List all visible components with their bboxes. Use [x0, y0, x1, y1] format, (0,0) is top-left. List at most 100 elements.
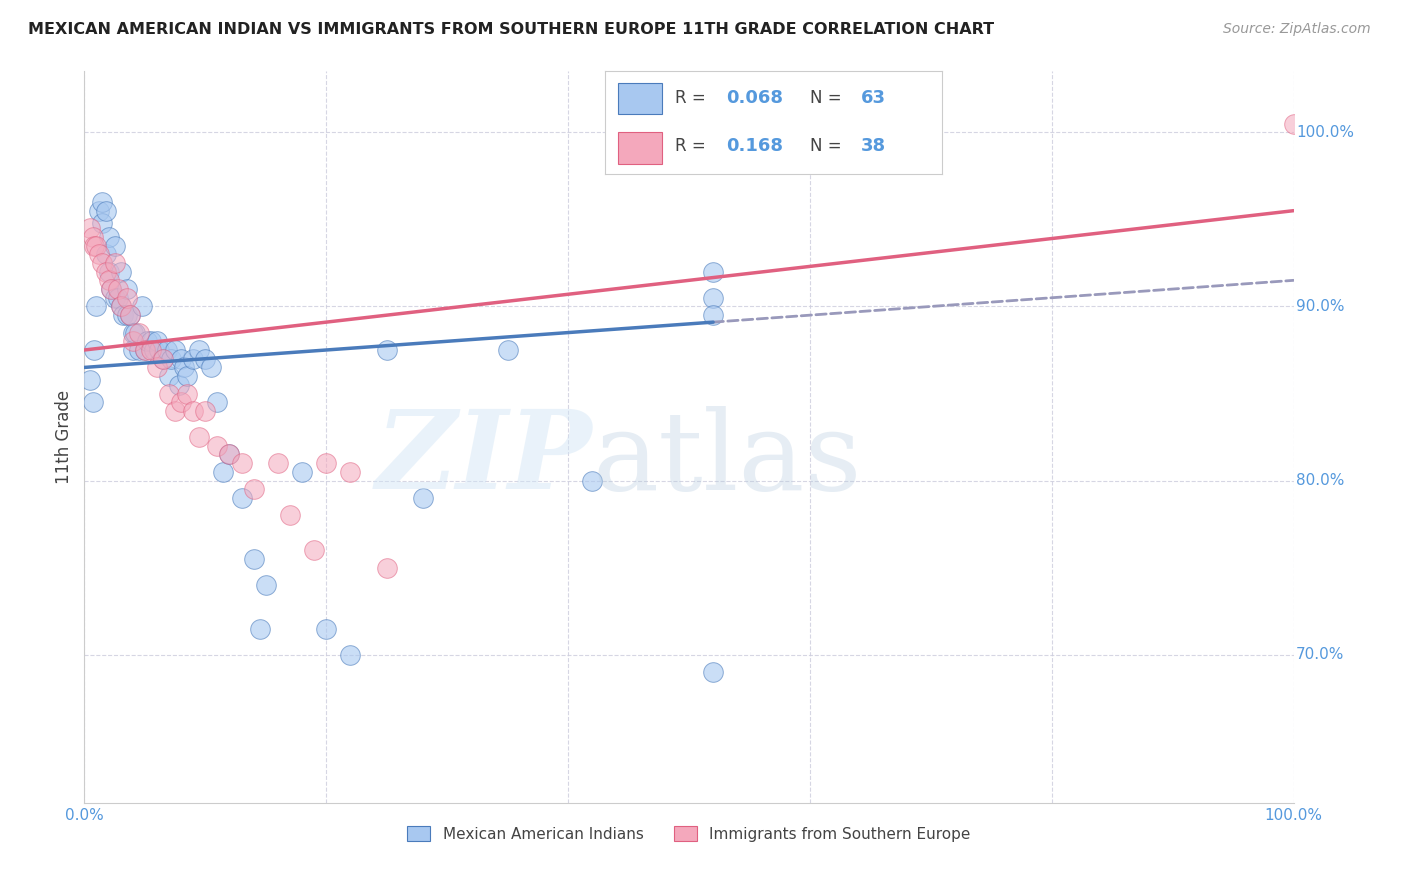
- Point: [94, 247, 117, 261]
- Point: [121, 334, 143, 349]
- Point: [173, 360, 195, 375]
- Point: [110, 265, 132, 279]
- Point: [115, 282, 138, 296]
- Text: 70.0%: 70.0%: [1296, 648, 1344, 662]
- Point: [702, 308, 724, 322]
- Point: [115, 308, 138, 322]
- Point: [702, 665, 724, 680]
- Point: [170, 395, 193, 409]
- Point: [207, 395, 229, 409]
- Point: [139, 334, 162, 349]
- Text: 100.0%: 100.0%: [1296, 125, 1354, 140]
- Point: [181, 404, 204, 418]
- Point: [157, 386, 180, 401]
- Point: [212, 465, 235, 479]
- Point: [148, 343, 170, 357]
- Point: [121, 343, 143, 357]
- Point: [218, 448, 240, 462]
- Point: [82, 229, 104, 244]
- Point: [124, 326, 146, 340]
- Point: [134, 343, 156, 357]
- Text: atlas: atlas: [592, 406, 862, 513]
- Point: [375, 560, 398, 574]
- Point: [91, 194, 114, 209]
- Point: [339, 648, 361, 662]
- Point: [155, 343, 177, 357]
- Point: [160, 351, 183, 366]
- Point: [97, 265, 120, 279]
- Point: [100, 282, 122, 296]
- Point: [188, 430, 211, 444]
- Point: [128, 326, 150, 340]
- Point: [104, 238, 127, 252]
- Point: [152, 351, 174, 366]
- Point: [110, 300, 132, 314]
- Legend: Mexican American Indians, Immigrants from Southern Europe: Mexican American Indians, Immigrants fro…: [402, 822, 976, 847]
- Point: [176, 369, 198, 384]
- Point: [82, 395, 104, 409]
- Point: [115, 291, 138, 305]
- Point: [167, 377, 190, 392]
- Text: N =: N =: [810, 136, 848, 154]
- Point: [100, 282, 122, 296]
- Point: [702, 291, 724, 305]
- Text: 90.0%: 90.0%: [1296, 299, 1344, 314]
- Point: [94, 265, 117, 279]
- Text: 0.168: 0.168: [725, 136, 783, 154]
- Point: [496, 343, 519, 357]
- Point: [143, 343, 166, 357]
- Point: [136, 334, 159, 349]
- Point: [91, 216, 114, 230]
- Point: [157, 369, 180, 384]
- Point: [121, 326, 143, 340]
- Text: N =: N =: [810, 88, 848, 106]
- Point: [581, 474, 603, 488]
- Point: [375, 343, 398, 357]
- Point: [146, 334, 169, 349]
- Point: [131, 300, 153, 314]
- Point: [83, 343, 105, 357]
- Text: Source: ZipAtlas.com: Source: ZipAtlas.com: [1223, 22, 1371, 37]
- Point: [702, 265, 724, 279]
- Point: [120, 308, 142, 322]
- Point: [231, 491, 253, 505]
- Point: [1282, 117, 1305, 131]
- Point: [83, 238, 105, 252]
- Point: [231, 456, 253, 470]
- Text: MEXICAN AMERICAN INDIAN VS IMMIGRANTS FROM SOUTHERN EUROPE 11TH GRADE CORRELATIO: MEXICAN AMERICAN INDIAN VS IMMIGRANTS FR…: [28, 22, 994, 37]
- Point: [302, 543, 325, 558]
- Point: [170, 351, 193, 366]
- Point: [188, 343, 211, 357]
- Text: ZIP: ZIP: [375, 405, 592, 513]
- Point: [254, 578, 277, 592]
- Point: [278, 508, 301, 523]
- Text: 63: 63: [860, 88, 886, 106]
- Point: [194, 404, 217, 418]
- Text: 0.068: 0.068: [725, 88, 783, 106]
- Point: [79, 221, 101, 235]
- Text: 80.0%: 80.0%: [1296, 473, 1344, 488]
- Point: [181, 351, 204, 366]
- Point: [165, 404, 187, 418]
- Point: [315, 622, 337, 636]
- Point: [87, 247, 110, 261]
- Point: [97, 273, 120, 287]
- Text: 38: 38: [860, 136, 886, 154]
- Point: [242, 483, 264, 497]
- Point: [128, 343, 150, 357]
- Point: [107, 282, 129, 296]
- Point: [242, 552, 264, 566]
- Point: [104, 256, 127, 270]
- Point: [97, 229, 120, 244]
- Point: [87, 203, 110, 218]
- Bar: [619, 132, 662, 163]
- Point: [94, 203, 117, 218]
- Point: [86, 300, 108, 314]
- Point: [249, 622, 271, 636]
- Point: [86, 238, 108, 252]
- Point: [165, 343, 187, 357]
- Point: [107, 291, 129, 305]
- Point: [104, 291, 127, 305]
- Point: [194, 351, 217, 366]
- Point: [91, 256, 114, 270]
